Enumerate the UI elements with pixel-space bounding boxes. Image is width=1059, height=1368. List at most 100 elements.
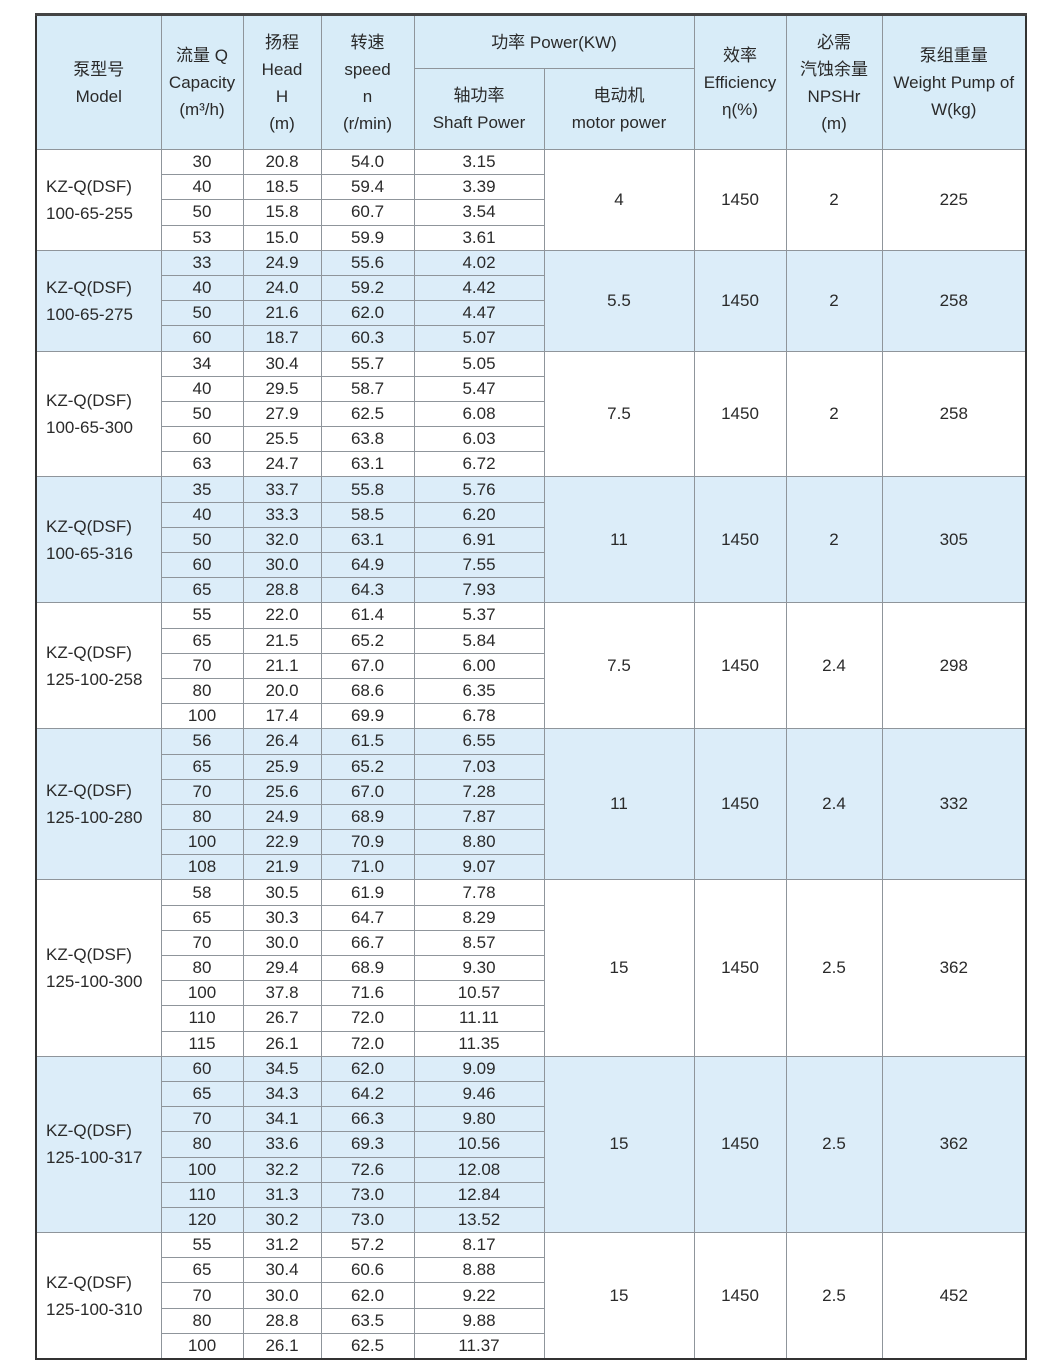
head-cell: 30.4 [242, 1257, 322, 1284]
capacity-cell: 60 [160, 426, 244, 453]
table-row: 80 33.6 69.3 10.56 [36, 1131, 1026, 1158]
shaft-power-cell: 6.78 [413, 703, 545, 730]
header-line: (m³/h) [179, 100, 225, 119]
model-line: 125-100-317 [46, 1148, 143, 1168]
shaft-power-cell: 7.55 [413, 551, 545, 579]
shaft-power-cell: 9.80 [413, 1106, 545, 1133]
speed-cell: 62.0 [320, 1055, 415, 1082]
npshr-cell: 2.5 [785, 1232, 883, 1360]
speed-cell: 61.9 [320, 879, 415, 906]
capacity-cell: 35 [160, 476, 244, 503]
header-line: (r/min) [342, 113, 393, 133]
table-row: 60 30.0 64.9 7.55 [36, 551, 1026, 579]
header-line: W(kg) [931, 100, 977, 119]
weight-cell: 332 [881, 728, 1027, 881]
header-line: 必需 [817, 32, 851, 52]
efficiency-cell: 1450 [693, 728, 787, 881]
motor-power-cell: 11 [543, 476, 695, 604]
capacity-cell: 30 [160, 148, 244, 176]
speed-cell: 66.7 [320, 929, 415, 957]
head-cell: 24.0 [242, 274, 322, 302]
head-cell: 22.9 [242, 829, 322, 856]
table-row: 50 32.0 63.1 6.91 [36, 526, 1026, 554]
model-cell: KZ-Q(DSF) 100-65-255 [35, 149, 162, 251]
model-line: 100-65-275 [46, 304, 133, 324]
npshr-cell: 2 [785, 350, 883, 478]
npshr-cell: 2.4 [785, 602, 883, 730]
efficiency-cell: 1450 [693, 249, 787, 352]
shaft-power-cell: 5.07 [413, 325, 545, 352]
header-line: 汽蚀余量 [800, 59, 868, 79]
speed-cell: 61.4 [320, 602, 415, 629]
capacity-cell: 65 [160, 1257, 244, 1284]
table-row: 50 15.8 60.7 3.54 [36, 199, 1026, 226]
table-row: 100 17.4 69.9 6.78 [36, 703, 1026, 730]
speed-cell: 69.3 [320, 1131, 415, 1158]
table-row: 80 28.8 63.5 9.88 [36, 1307, 1026, 1334]
shaft-power-cell: 4.42 [413, 274, 545, 302]
capacity-cell: 120 [160, 1206, 244, 1234]
head-cell: 28.8 [242, 1307, 322, 1334]
capacity-cell: 50 [160, 526, 244, 554]
head-cell: 21.5 [242, 627, 322, 654]
capacity-cell: 65 [160, 1080, 244, 1108]
capacity-cell: 80 [160, 1307, 244, 1334]
head-cell: 25.5 [242, 426, 322, 453]
table-row: 40 24.0 59.2 4.42 [36, 274, 1026, 302]
head-cell: 26.1 [242, 1332, 322, 1360]
capacity-cell: 40 [160, 274, 244, 302]
shaft-power-cell: 8.29 [413, 904, 545, 931]
capacity-cell: 100 [160, 980, 244, 1007]
speed-cell: 62.0 [320, 1282, 415, 1309]
header-line: 轴功率 [453, 86, 505, 105]
speed-cell: 63.1 [320, 451, 415, 478]
header-weight: 泵组重量 Weight Pump of W(kg) [881, 14, 1027, 150]
npshr-cell: 2.5 [785, 879, 883, 1057]
header-line: speed [344, 59, 391, 79]
capacity-cell: 65 [160, 627, 244, 654]
capacity-cell: 40 [160, 501, 244, 528]
model-line: KZ-Q(DSF) [46, 277, 132, 297]
header-line: Shaft Power [432, 113, 526, 132]
head-cell: 33.7 [242, 476, 322, 503]
head-cell: 21.9 [242, 854, 322, 881]
efficiency-cell: 1450 [693, 149, 787, 251]
speed-cell: 64.3 [320, 577, 415, 604]
capacity-cell: 80 [160, 803, 244, 831]
speed-cell: 62.0 [320, 300, 415, 327]
head-cell: 29.4 [242, 954, 322, 982]
head-cell: 20.8 [242, 148, 322, 176]
capacity-cell: 70 [160, 929, 244, 957]
shaft-power-cell: 8.80 [413, 829, 545, 856]
table-row: 40 18.5 59.4 3.39 [36, 174, 1026, 201]
speed-cell: 67.0 [320, 778, 415, 805]
shaft-power-cell: 8.57 [413, 929, 545, 957]
head-cell: 33.6 [242, 1131, 322, 1158]
head-cell: 34.1 [242, 1106, 322, 1133]
shaft-power-cell: 7.78 [413, 879, 545, 906]
head-cell: 27.9 [242, 400, 322, 428]
head-cell: 29.5 [242, 375, 322, 402]
shaft-power-cell: 7.03 [413, 753, 545, 780]
capacity-cell: 56 [160, 728, 244, 755]
capacity-cell: 63 [160, 451, 244, 478]
speed-cell: 59.4 [320, 174, 415, 201]
capacity-cell: 100 [160, 1332, 244, 1360]
shaft-power-cell: 9.07 [413, 854, 545, 881]
head-cell: 32.0 [242, 526, 322, 554]
npshr-cell: 2 [785, 249, 883, 352]
table-row: KZ-Q(DSF) 100-65-255 30 20.8 54.0 3.15 4 1450 2 2… [35, 148, 1027, 251]
table-row: 120 30.2 73.0 13.52 [36, 1206, 1026, 1234]
model-line: 100-65-316 [46, 543, 133, 563]
table-row: KZ-Q(DSF) 125-100-258 55 22.0 61.4 5.37 7.5 145… [35, 602, 1027, 730]
motor-power-cell: 4 [543, 149, 695, 251]
shaft-power-cell: 10.56 [413, 1131, 545, 1158]
shaft-power-cell: 9.88 [413, 1307, 545, 1334]
efficiency-cell: 1450 [693, 602, 787, 730]
capacity-cell: 55 [160, 602, 244, 629]
efficiency-cell: 1450 [693, 476, 787, 604]
pump-spec-table: 泵型号 Model 流量 Q Capacity (m³/h) 扬程 Head H (m) 转… [35, 13, 1027, 1360]
shaft-power-cell: 5.76 [413, 476, 545, 503]
shaft-power-cell: 12.08 [413, 1156, 545, 1183]
capacity-cell: 50 [160, 300, 244, 327]
